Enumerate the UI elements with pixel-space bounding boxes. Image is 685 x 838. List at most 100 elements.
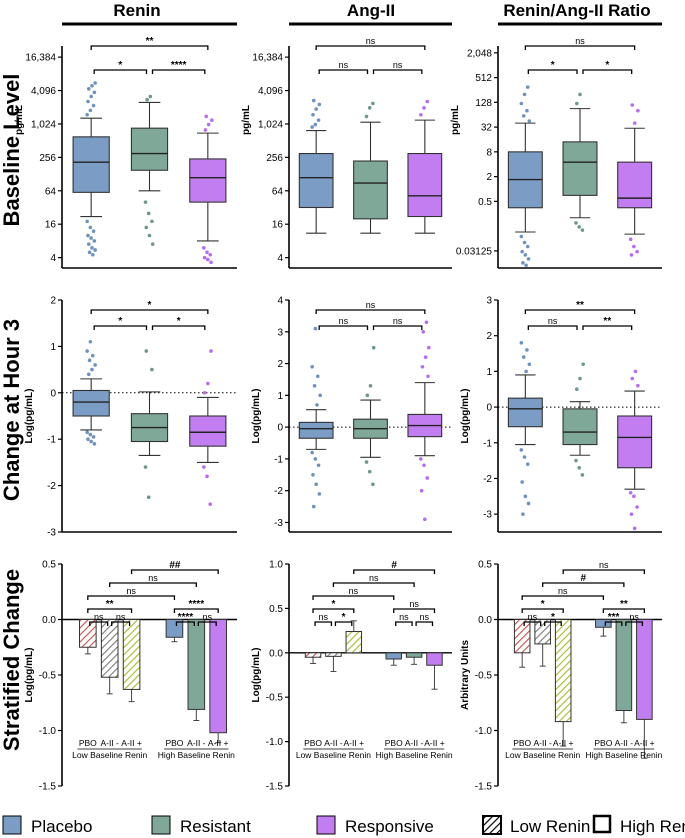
y-axis-label: Log(pg/mL)	[251, 648, 262, 703]
significance-label: ns	[399, 612, 409, 622]
outlier-point	[424, 320, 429, 325]
bar-category-label: A-II -	[533, 738, 552, 748]
bar	[595, 619, 612, 628]
stratum-label: Low Baseline Renin	[296, 750, 371, 760]
significance-label: ns	[420, 612, 430, 622]
outlier-point	[148, 94, 153, 99]
y-tick-label: -1	[274, 454, 283, 465]
significance-label: **	[603, 316, 611, 327]
box-iqr	[617, 415, 653, 469]
y-tick-label: -1.0	[39, 726, 57, 737]
outlier-point	[367, 469, 372, 474]
bar-category-label: A-II -	[187, 738, 206, 748]
bar-high-placebo: PBO	[594, 619, 613, 748]
outlier-point	[632, 494, 636, 499]
outlier-point	[209, 260, 213, 265]
bar	[385, 652, 402, 660]
stratum-label: High Baseline Renin	[376, 750, 453, 760]
significance-bracket	[87, 608, 133, 613]
y-axis-label: Log(pg/mL)	[24, 389, 35, 444]
outlier-point	[310, 125, 314, 129]
legend-label-resistant: Resistant	[180, 817, 251, 836]
outlier-point	[313, 457, 318, 461]
significance-bracket	[315, 45, 426, 50]
outlier-point	[628, 490, 633, 495]
outlier-point	[520, 249, 524, 254]
outlier-point	[313, 122, 318, 127]
outlier-point	[426, 374, 430, 379]
box-iqr	[189, 415, 227, 447]
significance-label: *	[605, 60, 609, 71]
outlier-point	[524, 263, 528, 268]
outlier-point	[577, 465, 581, 470]
outlier-point	[629, 253, 634, 257]
outlier-point	[525, 85, 530, 89]
y-tick-label: 128	[475, 98, 492, 109]
significance-label: ns	[548, 316, 558, 326]
significance-label: **	[620, 599, 628, 610]
outlier-point	[520, 480, 524, 484]
y-tick-label: 0	[50, 388, 56, 399]
outlier-point	[147, 233, 152, 238]
bar	[100, 619, 119, 678]
outlier-point	[89, 439, 93, 444]
outlier-point	[143, 200, 148, 204]
significance-bracket	[89, 621, 109, 626]
outlier-point	[85, 112, 89, 117]
outlier-point	[519, 101, 524, 106]
box-iqr	[507, 397, 543, 428]
y-tick-label: -1	[47, 435, 56, 446]
box-responsive	[617, 369, 653, 531]
outlier-point	[578, 92, 582, 97]
box-placebo	[298, 326, 334, 509]
outlier-point	[150, 367, 154, 372]
significance-bracket	[395, 621, 413, 626]
outlier-point	[578, 376, 582, 381]
significance-bracket	[90, 45, 209, 50]
legend-swatch-placebo	[2, 815, 22, 835]
outlier-point	[636, 108, 640, 113]
outlier-point	[364, 114, 369, 119]
box-responsive	[407, 99, 443, 234]
outlier-point	[629, 512, 634, 516]
outlier-point	[525, 348, 529, 352]
outlier-point	[202, 246, 206, 250]
bar-category-label: A-II -	[100, 738, 119, 748]
significance-label: ns	[339, 60, 349, 70]
significance-label: ns	[575, 36, 585, 46]
outlier-point	[88, 432, 93, 437]
outlier-point	[421, 329, 426, 334]
bar-low-responsive: A-II +	[121, 619, 142, 748]
significance-label: ****	[171, 60, 187, 71]
row-title-change: Change at Hour 3	[0, 319, 24, 501]
outlier-point	[206, 257, 210, 262]
y-tick-label: 4	[50, 253, 56, 264]
bar-category-label: A-II +	[424, 738, 445, 748]
bar-category-label: A-II +	[121, 738, 142, 748]
y-tick-label: 16,384	[252, 53, 283, 64]
bar-category-label: A-II +	[344, 738, 365, 748]
outlier-point	[525, 108, 529, 113]
outlier-point	[202, 465, 206, 469]
y-tick-label: -3	[483, 510, 492, 521]
outlier-point	[521, 261, 525, 265]
bar-category-label: PBO	[594, 738, 612, 748]
significance-label: *	[342, 612, 346, 623]
significance-bracket	[523, 621, 542, 626]
y-tick-label: 3	[486, 296, 492, 307]
significance-bracket	[197, 621, 217, 626]
outlier-point	[635, 505, 639, 509]
y-tick-label: 0.0	[42, 615, 56, 626]
y-tick-label: 0.0	[269, 648, 283, 659]
significance-bracket	[314, 621, 333, 626]
significance-label: *	[551, 612, 555, 623]
significance-bracket	[604, 621, 623, 626]
y-tick-label: 1.0	[269, 560, 283, 571]
y-tick-label: -2	[274, 486, 283, 497]
y-tick-label: 0.03125	[456, 246, 493, 257]
outlier-point	[315, 403, 319, 407]
significance-bracket	[521, 595, 605, 600]
outlier-point	[630, 103, 635, 107]
outlier-point	[371, 345, 376, 350]
